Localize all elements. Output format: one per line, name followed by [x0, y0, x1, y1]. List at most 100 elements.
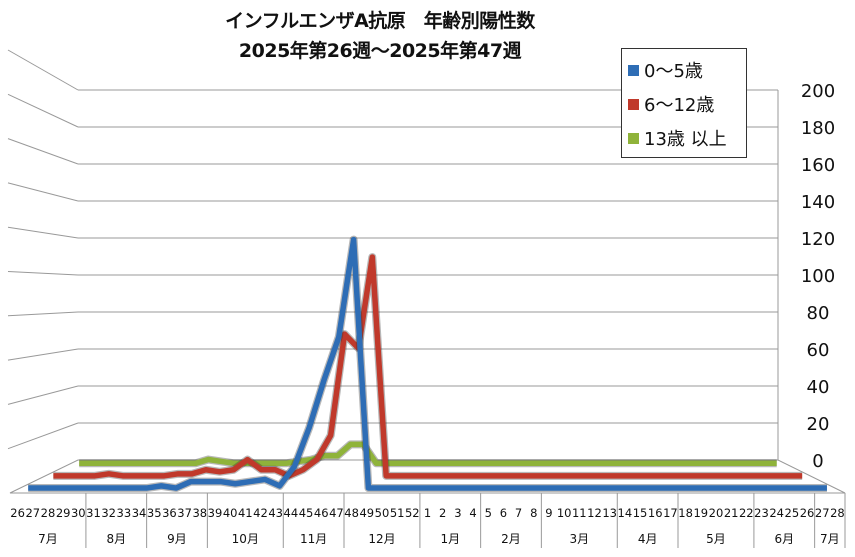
- x-tick-label: 21: [724, 506, 739, 520]
- month-label: 1月: [440, 532, 460, 546]
- x-tick-label: 27: [25, 506, 40, 520]
- y-tick-label: 100: [801, 266, 835, 287]
- y-tick-label: 60: [807, 340, 830, 361]
- x-tick-label: 33: [117, 506, 132, 520]
- x-tick-label: 20: [709, 506, 724, 520]
- month-label: 2月: [501, 532, 521, 546]
- x-tick-label: 5: [485, 506, 492, 520]
- x-tick-label: 44: [284, 506, 299, 520]
- x-tick-label: 8: [530, 506, 537, 520]
- x-tick-label: 19: [693, 506, 708, 520]
- wall-gridline: [7, 93, 79, 128]
- wall-gridline: [7, 226, 79, 239]
- x-tick-label: 42: [253, 506, 268, 520]
- x-tick-label: 11: [572, 506, 587, 520]
- month-label: 8月: [106, 532, 126, 546]
- month-label: 11月: [300, 532, 327, 546]
- legend: 0～5歳 6～12歳 13歳 以上: [621, 48, 747, 158]
- x-tick-label: 31: [86, 506, 101, 520]
- x-tick-label: 12: [587, 506, 602, 520]
- legend-item-13plus: 13歳 以上: [628, 121, 740, 155]
- x-tick-label: 38: [192, 506, 207, 520]
- x-tick-label: 18: [678, 506, 693, 520]
- x-tick-label: 2: [439, 506, 446, 520]
- y-tick-label: 0: [812, 451, 823, 472]
- series-line-shadow: [53, 253, 803, 480]
- month-label: 6月: [774, 532, 794, 546]
- x-tick-label: 50: [375, 506, 390, 520]
- x-tick-label: 13: [602, 506, 617, 520]
- wall-gridline: [7, 422, 79, 450]
- x-tick-label: 29: [56, 506, 71, 520]
- wall-gridline: [7, 49, 79, 91]
- chart-title: インフルエンザA抗原 年齢別陽性数: [225, 10, 535, 32]
- x-tick-label: 1: [424, 506, 431, 520]
- legend-swatch-icon: [628, 64, 639, 76]
- series-line-shadow: [79, 440, 777, 468]
- x-tick-label: 30: [71, 506, 86, 520]
- x-tick-label: 6: [500, 506, 507, 520]
- x-tick-label: 26: [10, 506, 25, 520]
- series-line-2: [28, 236, 827, 491]
- month-label: 4月: [638, 532, 658, 546]
- wall-gridline: [7, 182, 79, 202]
- wall-gridline: [7, 348, 79, 361]
- month-label: 5月: [706, 532, 726, 546]
- x-tick-label: 22: [739, 506, 754, 520]
- x-tick-label: 17: [663, 506, 678, 520]
- x-tick-label: 46: [314, 506, 329, 520]
- x-tick-label: 39: [208, 506, 223, 520]
- series-line-shadow: [28, 235, 827, 493]
- legend-swatch-icon: [628, 132, 639, 144]
- x-tick-label: 4: [469, 506, 476, 520]
- x-tick-label: 35: [147, 506, 162, 520]
- chart-subtitle: 2025年第26週～2025年第47週: [238, 40, 522, 62]
- x-tick-label: 34: [132, 506, 147, 520]
- x-tick-label: 16: [648, 506, 663, 520]
- wall-gridline: [7, 385, 79, 405]
- x-tick-label: 51: [390, 506, 405, 520]
- month-label: 12月: [368, 532, 395, 546]
- month-label: 10月: [232, 532, 259, 546]
- month-label: 7月: [820, 532, 840, 546]
- wall-gridline: [7, 311, 79, 317]
- x-tick-label: 15: [633, 506, 648, 520]
- x-tick-label: 25: [785, 506, 800, 520]
- y-tick-label: 80: [807, 303, 830, 324]
- y-tick-label: 120: [801, 229, 835, 250]
- y-tick-label: 20: [807, 414, 830, 435]
- legend-item-0-5: 0～5歳: [628, 53, 740, 87]
- x-tick-label: 3: [454, 506, 461, 520]
- y-tick-label: 160: [801, 155, 835, 176]
- wall-gridline: [7, 271, 79, 276]
- x-tick-label: 24: [769, 506, 784, 520]
- x-tick-label: 26: [800, 506, 815, 520]
- legend-label: 0～5歳: [644, 61, 703, 82]
- x-tick-label: 45: [299, 506, 314, 520]
- x-tick-label: 40: [223, 506, 238, 520]
- wall-gridline: [7, 138, 79, 165]
- x-tick-label: 23: [754, 506, 769, 520]
- legend-label: 13歳 以上: [644, 129, 727, 150]
- x-tick-label: 43: [268, 506, 283, 520]
- series-line-1: [53, 254, 803, 479]
- x-tick-label: 28: [830, 506, 845, 520]
- y-tick-label: 200: [801, 81, 835, 102]
- month-label: 3月: [569, 532, 589, 546]
- legend-label: 6～12歳: [644, 95, 715, 116]
- x-tick-label: 47: [329, 506, 344, 520]
- x-tick-label: 9: [545, 506, 552, 520]
- month-label: 7月: [38, 532, 58, 546]
- x-tick-label: 41: [238, 506, 253, 520]
- x-tick-label: 10: [557, 506, 572, 520]
- y-tick-label: 180: [801, 118, 835, 139]
- legend-item-6-12: 6～12歳: [628, 87, 740, 121]
- month-label: 9月: [167, 532, 187, 546]
- x-tick-label: 14: [618, 506, 633, 520]
- x-tick-label: 32: [101, 506, 116, 520]
- x-tick-label: 48: [344, 506, 359, 520]
- x-tick-label: 49: [359, 506, 374, 520]
- x-tick-label: 28: [41, 506, 56, 520]
